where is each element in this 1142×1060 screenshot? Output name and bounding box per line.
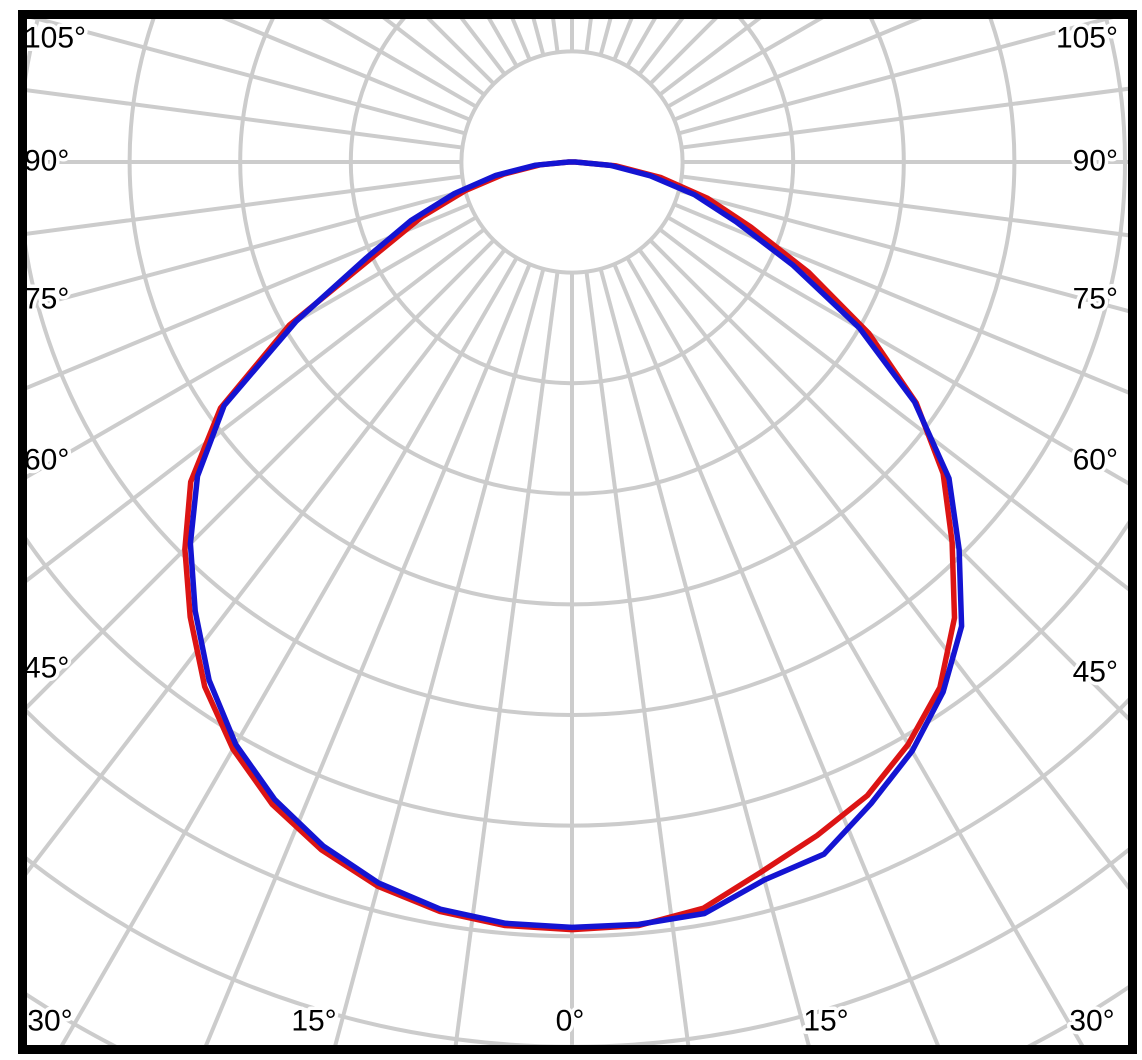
- angle-label-bottom: 0°: [556, 1005, 585, 1038]
- angle-label-right: 105°: [1056, 22, 1118, 55]
- polar-grid-spoke: [30, 19, 466, 136]
- polar-grid-spoke: [584, 271, 691, 1045]
- polar-grid-spoke: [27, 238, 496, 710]
- polar-grid-spoke: [453, 271, 560, 1045]
- chart-border-frame: [18, 10, 1137, 1054]
- angle-label-left: 45°: [24, 652, 69, 685]
- angle-label-right: 90°: [1073, 145, 1118, 178]
- angle-label-left: 75°: [24, 283, 69, 316]
- polar-grid-spoke: [27, 248, 507, 876]
- angle-label-right: 60°: [1073, 444, 1118, 477]
- polar-grid-spoke: [59, 256, 519, 1045]
- series-curve-blue-plane-curve: [187, 159, 965, 931]
- polar-grid-spoke: [625, 256, 1085, 1045]
- polar-grid-spoke: [678, 19, 1114, 136]
- angle-label-left: 90°: [24, 145, 69, 178]
- polar-grid-spoke: [27, 202, 471, 390]
- polar-grid-spoke: [673, 19, 923, 122]
- polar-grid-spoke: [27, 88, 463, 150]
- angle-label-right: 45°: [1073, 656, 1118, 689]
- angle-label-left: 60°: [24, 444, 69, 477]
- polar-grid-spoke: [27, 174, 463, 236]
- angle-label-bottom: 15°: [803, 1005, 848, 1038]
- polar-grid-spoke: [658, 227, 1128, 592]
- angle-label-left: 105°: [24, 22, 86, 55]
- polar-grid-spoke: [681, 86, 1128, 150]
- angle-label-right: 75°: [1073, 283, 1118, 316]
- angle-label-bottom: 30°: [27, 1005, 72, 1038]
- polar-grid-spoke: [666, 215, 1128, 486]
- polar-grid-spoke: [598, 268, 811, 1045]
- polar-grid-spoke: [333, 268, 546, 1045]
- polar-grid-spoke: [637, 248, 1128, 890]
- angle-label-bottom: 15°: [291, 1005, 336, 1038]
- polar-grid-spoke: [681, 174, 1128, 238]
- angle-label-bottom: 30°: [1069, 1005, 1114, 1038]
- polar-grid-spoke: [673, 202, 1128, 395]
- polar-grid-spoke: [27, 188, 466, 311]
- polar-grid-spoke: [678, 188, 1128, 314]
- polar-grid-spoke: [204, 263, 532, 1045]
- polar-grid-spoke: [221, 19, 471, 122]
- polar-grid-spoke: [648, 238, 1128, 721]
- polar-grid-spoke: [27, 227, 486, 583]
